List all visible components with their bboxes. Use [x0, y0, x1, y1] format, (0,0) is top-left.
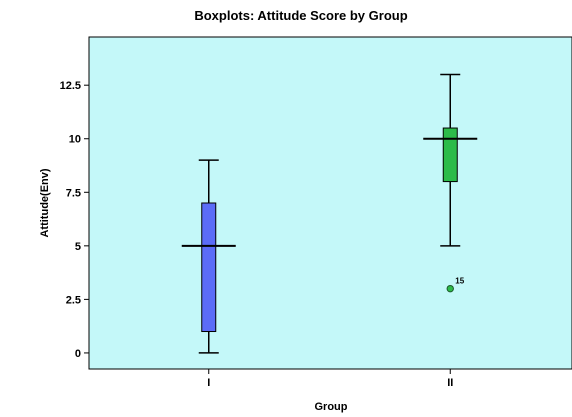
y-tick-label: 5: [75, 241, 81, 253]
plot-area: [88, 36, 572, 370]
y-tick-label: 10: [69, 134, 81, 146]
x-axis-label: Group: [315, 401, 348, 413]
y-tick-label: 7.5: [66, 187, 81, 199]
y-axis: 0 2.5 5 7.5 10 12.5: [60, 80, 89, 360]
chart-title: Boxplots: Attitude Score by Group: [194, 8, 407, 23]
y-tick-label: 0: [75, 348, 81, 360]
iqr-box: [201, 202, 217, 333]
outlier-point: [446, 284, 454, 293]
box-group-I: [181, 159, 236, 354]
boxes-layer: 15: [181, 73, 478, 354]
y-tick-label: 12.5: [60, 80, 81, 92]
box-group-II: 15: [423, 73, 478, 293]
y-tick-label: 2.5: [66, 294, 81, 306]
x-tick-label: I: [207, 377, 210, 389]
iqr-box: [442, 127, 458, 183]
y-axis-label: Attitude(Env): [39, 168, 51, 237]
x-tick-label: II: [447, 377, 453, 389]
x-axis: I II: [207, 369, 453, 389]
outlier-label: 15: [455, 277, 464, 286]
